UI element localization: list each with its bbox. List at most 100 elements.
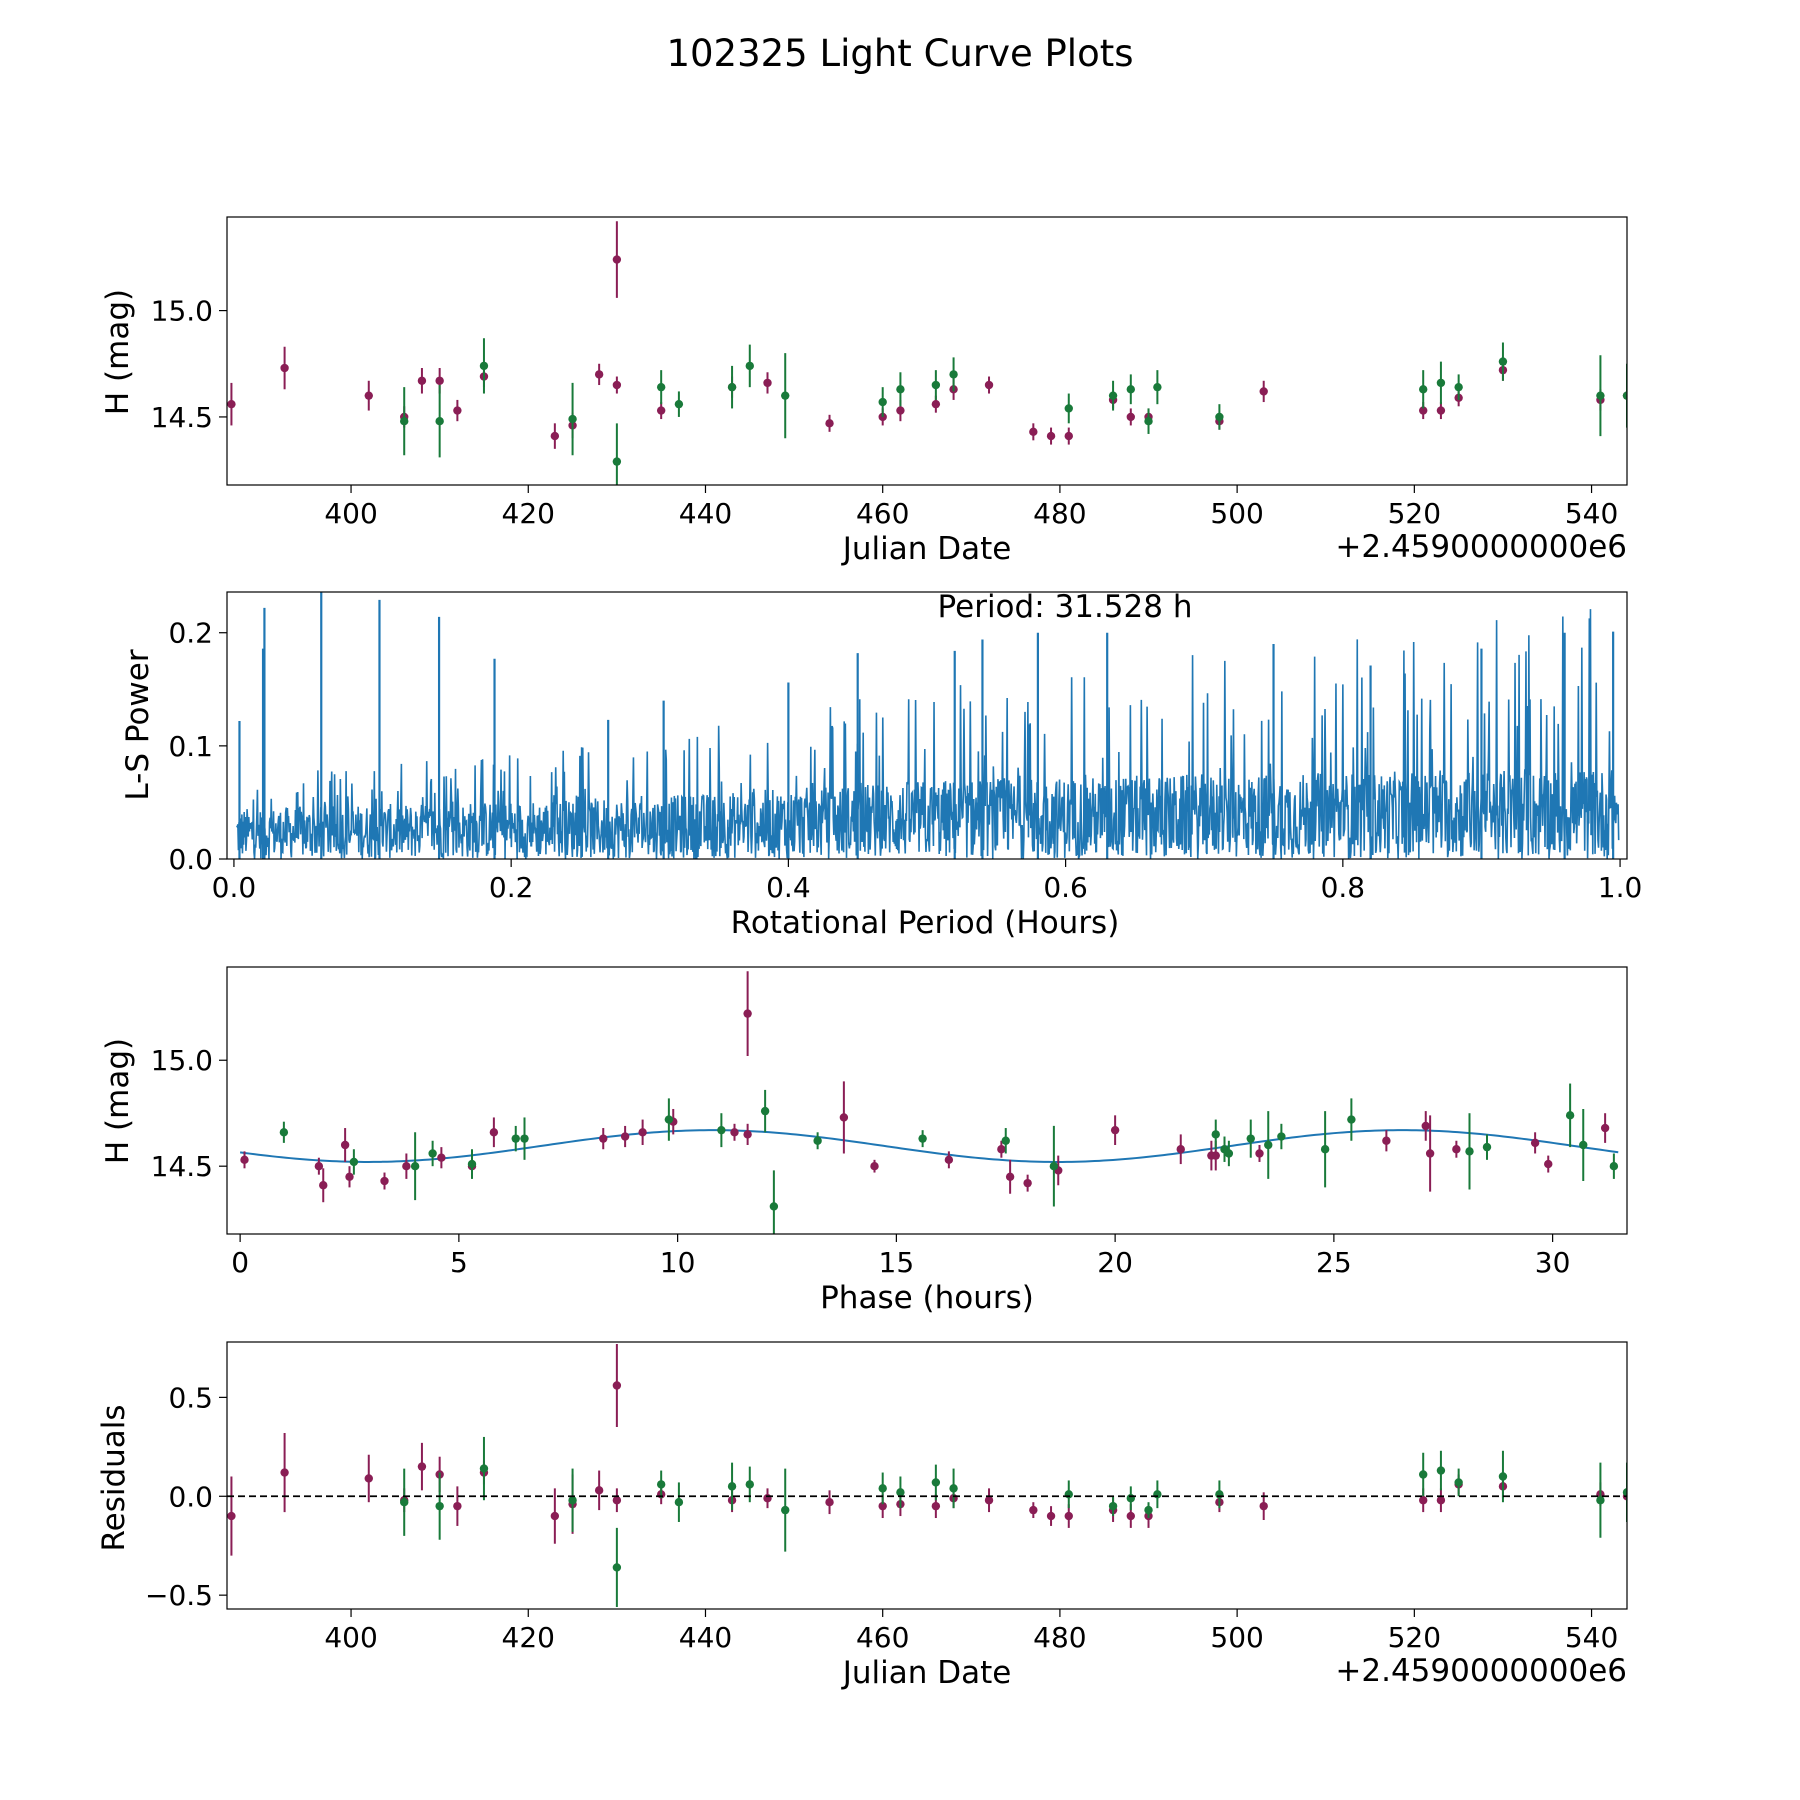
data-point: [594, 1486, 604, 1495]
axes-frame: [226, 966, 1628, 1235]
data-point: [1579, 1140, 1588, 1150]
data-point: [364, 391, 373, 400]
data-point: [1126, 385, 1135, 394]
x-tick-label: 0.8: [1321, 871, 1366, 904]
data-point: [727, 382, 737, 392]
data-point: [781, 391, 790, 400]
x-tick-label: 400: [324, 1621, 377, 1654]
data-point: [568, 414, 577, 424]
x-tick-label: 5: [450, 1246, 468, 1279]
lightcurve-xlabel: Julian Date: [841, 531, 1012, 567]
x-tick-label: 420: [502, 1621, 555, 1654]
x-tick-label: 420: [502, 497, 555, 530]
lightcurve-x-offset: +2.4590000000e6: [1335, 529, 1627, 565]
data-point: [489, 1128, 499, 1137]
data-point: [1029, 427, 1038, 437]
data-point: [435, 1501, 444, 1511]
data-point: [1277, 1132, 1286, 1141]
x-tick-label: 0.6: [1043, 871, 1088, 904]
data-point: [674, 1498, 684, 1507]
data-point: [896, 406, 905, 415]
data-point: [479, 1464, 489, 1473]
data-point: [1064, 404, 1073, 413]
data-point: [1530, 1138, 1540, 1148]
x-tick-label: 0: [231, 1246, 249, 1279]
x-tick-label: 500: [1210, 497, 1263, 530]
data-point: [520, 1134, 529, 1143]
data-point: [1596, 1496, 1605, 1505]
data-point: [1419, 385, 1428, 394]
data-point: [745, 361, 754, 371]
data-point: [717, 1125, 726, 1135]
periodogram-xlabel: Rotational Period (Hours): [731, 905, 1120, 941]
data-point: [1215, 412, 1224, 422]
data-point: [453, 1501, 462, 1511]
x-tick-label: 0.0: [212, 871, 257, 904]
data-point: [656, 382, 666, 392]
data-point: [1452, 1145, 1461, 1154]
y-tick-label: 15.0: [151, 1044, 213, 1077]
data-point: [656, 406, 666, 415]
data-point: [664, 1115, 674, 1124]
x-tick-label: 520: [1388, 497, 1441, 530]
data-point: [612, 1381, 622, 1390]
data-point: [1419, 1470, 1428, 1479]
band-green-series: [400, 1436, 1627, 1608]
data-point: [417, 376, 427, 385]
phased-xlabel: Phase (hours): [820, 1280, 1034, 1316]
data-point: [1347, 1115, 1356, 1124]
data-point: [1382, 1136, 1391, 1145]
data-point: [1029, 1505, 1038, 1515]
x-tick-label: 480: [1033, 1621, 1086, 1654]
x-tick-label: 20: [1097, 1246, 1133, 1279]
data-point: [280, 1468, 289, 1477]
data-point: [878, 1484, 887, 1493]
power-line: [235, 609, 1620, 859]
data-point: [1176, 1145, 1185, 1154]
x-tick-label: 540: [1565, 497, 1618, 530]
data-point: [1108, 1501, 1118, 1511]
data-point: [1436, 1496, 1446, 1505]
x-tick-label: 440: [679, 497, 732, 530]
data-point: [638, 1128, 647, 1137]
data-point: [1544, 1159, 1553, 1169]
data-point: [349, 1157, 359, 1167]
axes-frame: [226, 1341, 1628, 1610]
data-layer: [227, 221, 1627, 485]
data-point: [760, 1106, 770, 1116]
x-tick-label: 1.0: [1598, 871, 1643, 904]
data-point: [319, 1181, 328, 1190]
data-point: [1064, 1490, 1073, 1499]
data-point: [1001, 1136, 1010, 1145]
lightcurve-ylabel: H (mag): [100, 289, 136, 415]
y-tick-label: 15.0: [151, 295, 213, 328]
data-point: [1046, 1511, 1056, 1521]
data-point: [1465, 1147, 1474, 1156]
periodogram-panel: Rotational Period (Hours) L-S Power Peri…: [120, 589, 1642, 941]
data-point: [727, 1482, 737, 1491]
data-point: [1064, 431, 1073, 441]
data-point: [878, 397, 887, 407]
data-point: [240, 1155, 249, 1165]
data-point: [1005, 1172, 1015, 1181]
data-point: [435, 376, 444, 385]
x-tick-label: 0.4: [766, 871, 811, 904]
data-point: [1622, 391, 1627, 400]
band-green-series: [279, 1083, 1619, 1234]
data-point: [813, 1136, 822, 1145]
data-point: [467, 1159, 477, 1169]
data-point: [781, 1505, 790, 1515]
data-point: [769, 1202, 779, 1211]
data-point: [1126, 1494, 1135, 1503]
data-point: [896, 385, 905, 394]
data-point: [380, 1176, 389, 1186]
data-layer: [239, 971, 1619, 1234]
x-tick-label: 400: [324, 497, 377, 530]
data-point: [931, 1478, 941, 1487]
data-point: [1153, 382, 1162, 392]
data-point: [1126, 412, 1135, 422]
data-point: [417, 1462, 427, 1471]
data-point: [1064, 1511, 1073, 1521]
residuals-ylabel: Residuals: [96, 1404, 132, 1551]
data-point: [1498, 1472, 1508, 1481]
